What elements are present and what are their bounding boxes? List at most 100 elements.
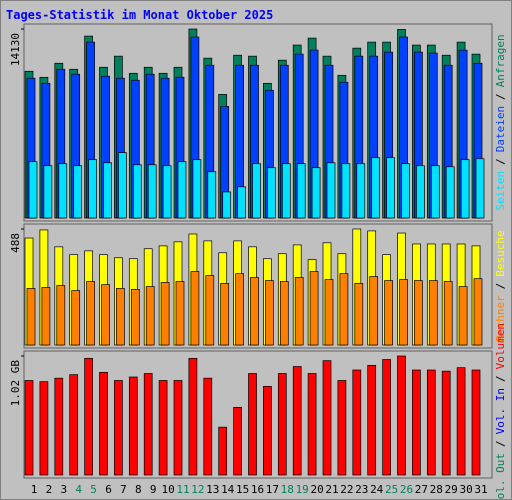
x-tick-label: 22	[340, 483, 353, 496]
bar	[235, 273, 244, 346]
bar	[352, 369, 362, 476]
x-tick-label: 2	[46, 483, 53, 496]
x-tick-label: 24	[370, 483, 384, 496]
bar	[322, 360, 332, 476]
x-tick-label: 10	[161, 483, 174, 496]
x-tick-label: 21	[325, 483, 338, 496]
bar	[384, 280, 393, 346]
legend-entry: Seiten	[494, 171, 507, 211]
x-tick-label: 15	[236, 483, 249, 496]
bar	[296, 163, 306, 219]
bar	[237, 186, 246, 219]
y-tick-label: 1.02 GB	[9, 360, 22, 407]
bar	[86, 281, 95, 346]
bar	[56, 285, 66, 346]
bar	[426, 369, 436, 476]
bar	[339, 273, 349, 346]
bar	[382, 359, 391, 476]
bar	[397, 355, 406, 476]
legend: Vol. Out / Vol. In / Volumen	[494, 323, 507, 500]
bar	[218, 426, 228, 476]
bar	[399, 279, 408, 346]
legend-entry: Rechner	[494, 295, 507, 342]
y-tick-label: 14130	[9, 33, 22, 66]
bar	[326, 162, 336, 219]
bar	[132, 164, 142, 219]
bar	[41, 287, 51, 346]
bar	[471, 369, 481, 476]
bar	[473, 278, 483, 346]
bar	[116, 288, 125, 346]
bar	[456, 367, 466, 476]
bar	[441, 370, 451, 476]
x-tick-label: 14	[221, 483, 235, 496]
x-tick-label: 1	[31, 483, 38, 496]
bar	[71, 290, 81, 346]
x-tick-label: 20	[310, 483, 323, 496]
x-tick-label: 5	[90, 483, 97, 496]
bar	[475, 158, 485, 219]
x-tick-label: 8	[135, 483, 142, 496]
bar	[69, 374, 79, 476]
bar	[354, 283, 364, 346]
legend: Rechner / Besuche	[494, 230, 507, 341]
bar	[337, 380, 347, 476]
bar	[177, 161, 187, 219]
legend-entry: Vol. In	[494, 388, 507, 434]
bar	[88, 159, 97, 219]
chart-title: Tages-Statistik im Monat Oktober 2025	[6, 8, 273, 22]
bar	[162, 165, 172, 219]
panel	[23, 350, 493, 479]
legend-entry: Dateien	[494, 106, 507, 152]
legend: Seiten / Dateien / Anfragen	[494, 34, 507, 210]
legend-entry: Besuche	[494, 230, 507, 276]
bar	[147, 164, 157, 219]
x-tick-label: 13	[206, 483, 219, 496]
bar	[220, 283, 230, 346]
x-tick-label: 17	[266, 483, 279, 496]
legend-separator: /	[494, 440, 507, 447]
legend-entry: Anfragen	[494, 34, 507, 87]
x-tick-label: 23	[355, 483, 368, 496]
bar	[188, 357, 198, 476]
legend-separator: /	[494, 93, 507, 100]
x-tick-label: 9	[150, 483, 157, 496]
legend-entry: Vol. Out	[494, 453, 507, 500]
bar	[416, 165, 425, 219]
bar	[114, 380, 123, 476]
bar	[24, 380, 34, 476]
bar	[203, 377, 213, 476]
legend-separator: /	[494, 375, 507, 382]
bar	[369, 276, 379, 346]
bar	[205, 275, 215, 346]
y-tick-label: 488	[9, 233, 22, 253]
x-tick-label: 27	[415, 483, 428, 496]
bar	[173, 380, 183, 476]
bar	[428, 280, 438, 346]
bar	[192, 159, 202, 219]
x-tick-label: 26	[400, 483, 413, 496]
bar	[54, 377, 64, 476]
legend-separator: /	[494, 283, 507, 290]
x-tick-label: 7	[120, 483, 127, 496]
bar	[190, 271, 200, 346]
bar	[101, 284, 110, 346]
bar	[73, 165, 83, 219]
bar	[28, 161, 38, 219]
bar	[430, 165, 440, 219]
bar	[277, 373, 287, 476]
bar	[250, 277, 259, 346]
bar	[158, 380, 168, 476]
bar	[84, 357, 93, 476]
x-tick-label: 18	[281, 483, 294, 496]
bar	[460, 159, 470, 219]
x-tick-label: 12	[191, 483, 204, 496]
bar	[307, 373, 317, 476]
bar	[412, 369, 421, 476]
x-tick-label: 28	[430, 483, 443, 496]
x-tick-label: 19	[296, 483, 309, 496]
bar	[248, 373, 257, 476]
bar	[279, 281, 289, 346]
legend-entry: Volumen	[494, 323, 507, 369]
